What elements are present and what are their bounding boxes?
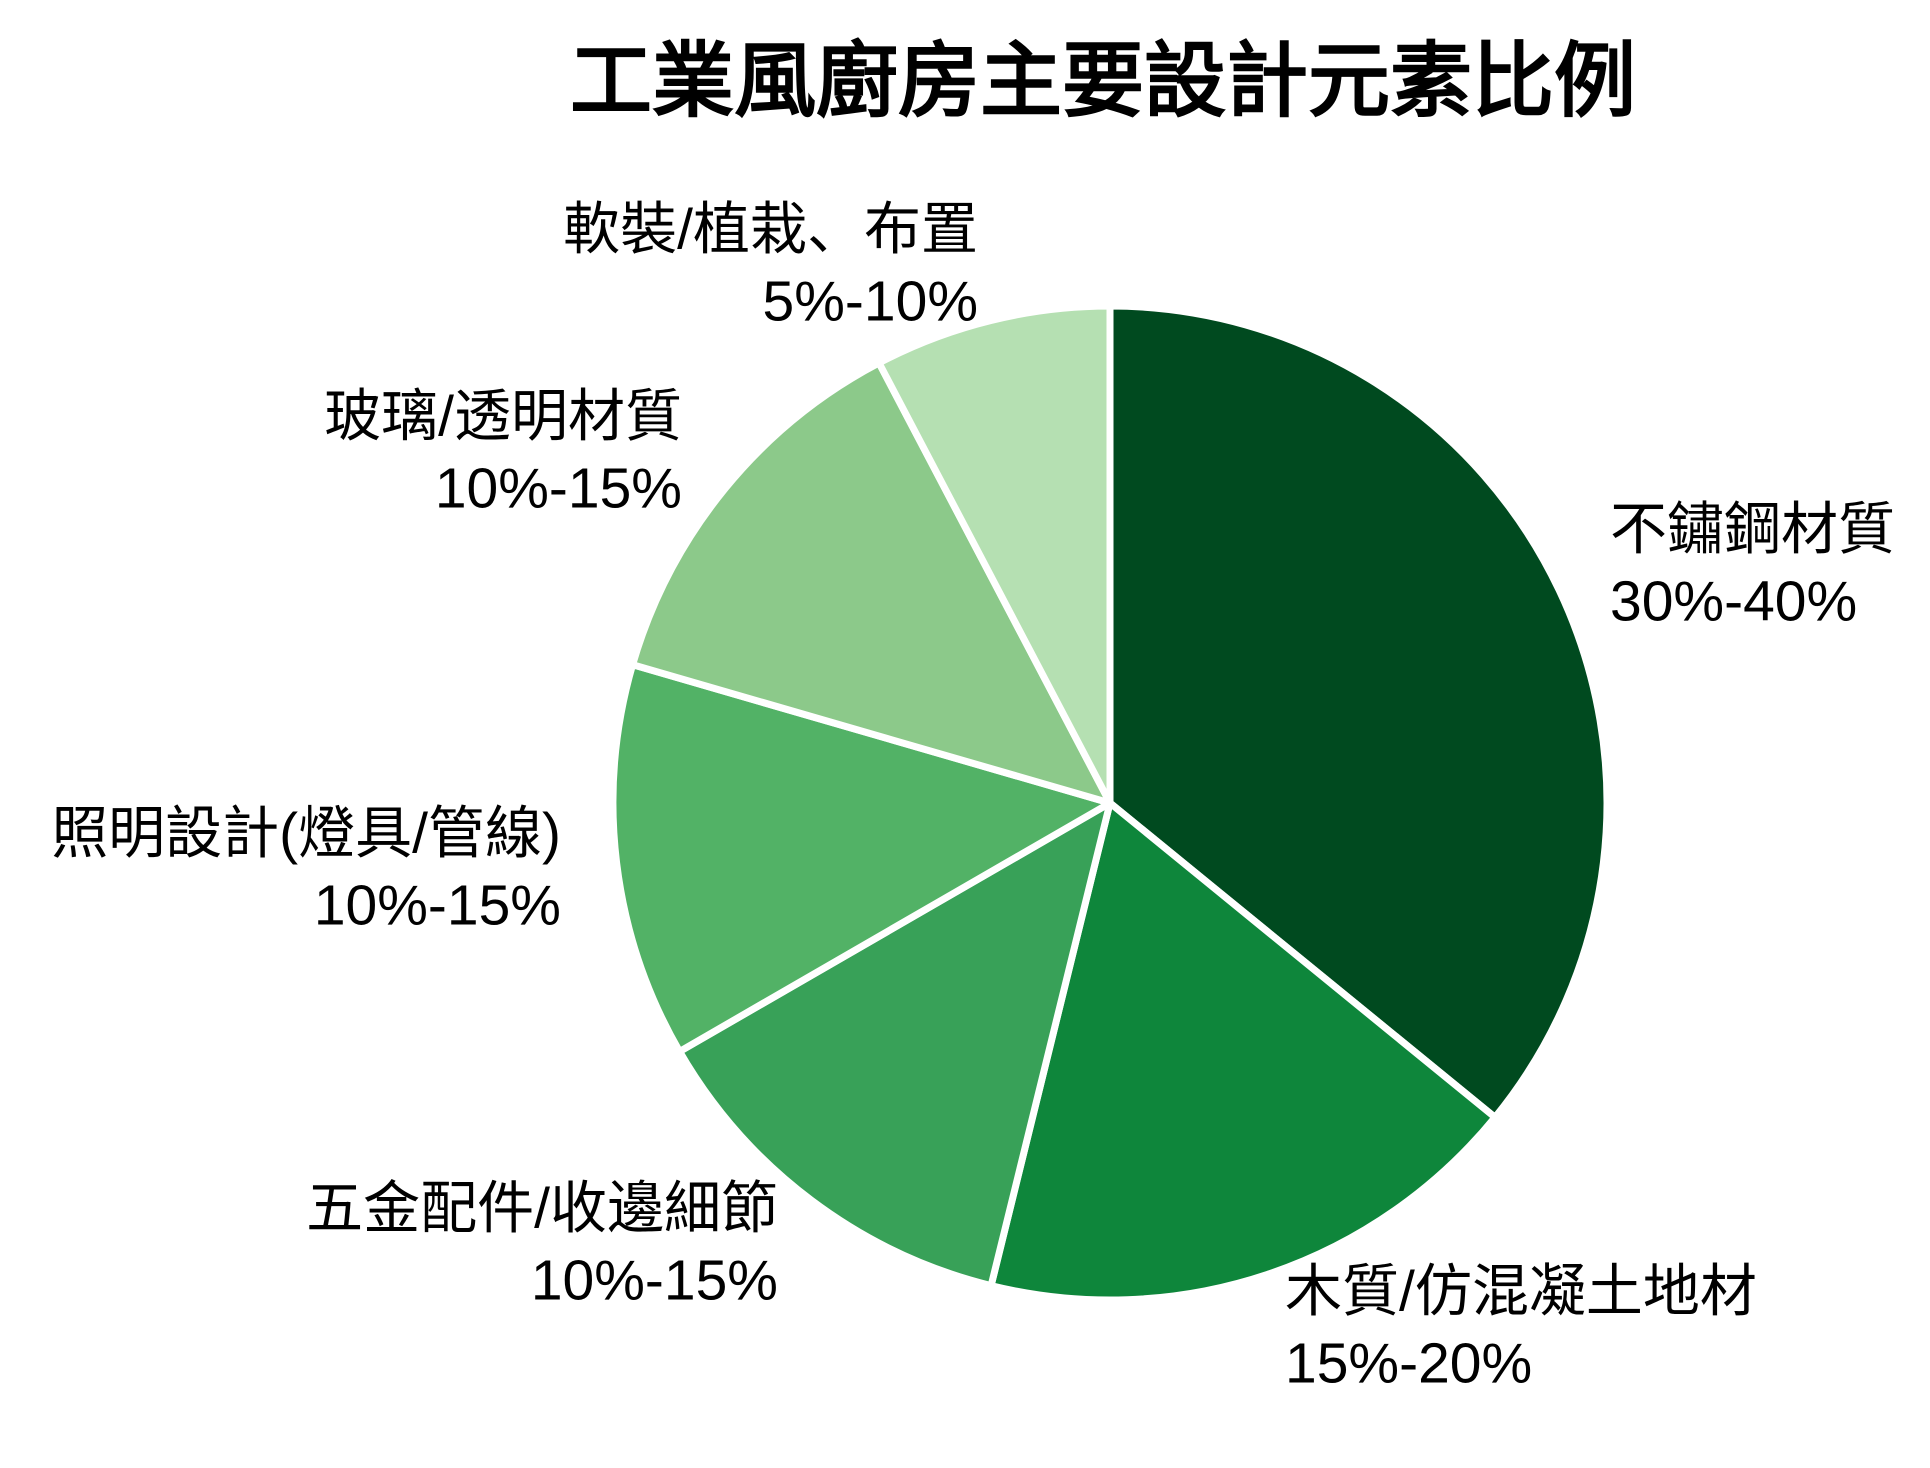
slice-label-4: 照明設計(燈具/管線) 10%-15%	[51, 798, 561, 943]
slice-label-name: 軟裝/植栽、布置	[563, 197, 978, 262]
slice-label-range: 10%-15%	[434, 457, 682, 521]
slice-label-name: 五金配件/收邊細節	[306, 1176, 778, 1241]
slice-label-5: 玻璃/透明材質 10%-15%	[324, 381, 682, 526]
slice-label-name: 玻璃/透明材質	[324, 384, 682, 449]
slice-label-name: 照明設計(燈具/管線)	[51, 801, 561, 866]
slice-label-name: 木質/仿混凝土地材	[1285, 1259, 1757, 1324]
pie-slice-6	[875, 302, 1114, 807]
slice-label-3: 五金配件/收邊細節 10%-15%	[306, 1173, 778, 1318]
slice-label-6: 軟裝/植栽、布置 5%-10%	[563, 194, 978, 339]
slice-label-range: 5%-10%	[762, 270, 978, 334]
slice-label-range: 10%-15%	[313, 874, 561, 938]
pie-slice-1	[1106, 302, 1611, 1121]
slice-label-range: 30%-40%	[1610, 570, 1858, 634]
pie-slice-3	[676, 799, 1114, 1290]
slice-label-range: 15%-20%	[1285, 1332, 1533, 1396]
pie-slice-2	[987, 799, 1499, 1304]
slice-label-2: 木質/仿混凝土地材 15%-20%	[1285, 1256, 1757, 1401]
slice-label-1: 不鏽鋼材質 30%-40%	[1610, 494, 1895, 639]
slice-label-range: 10%-15%	[530, 1249, 778, 1313]
pie-slice-5	[629, 359, 1114, 807]
pie-slice-4	[609, 661, 1114, 1055]
chart-title: 工業風廚房主要設計元素比例	[569, 36, 1637, 127]
slice-label-name: 不鏽鋼材質	[1610, 497, 1895, 562]
